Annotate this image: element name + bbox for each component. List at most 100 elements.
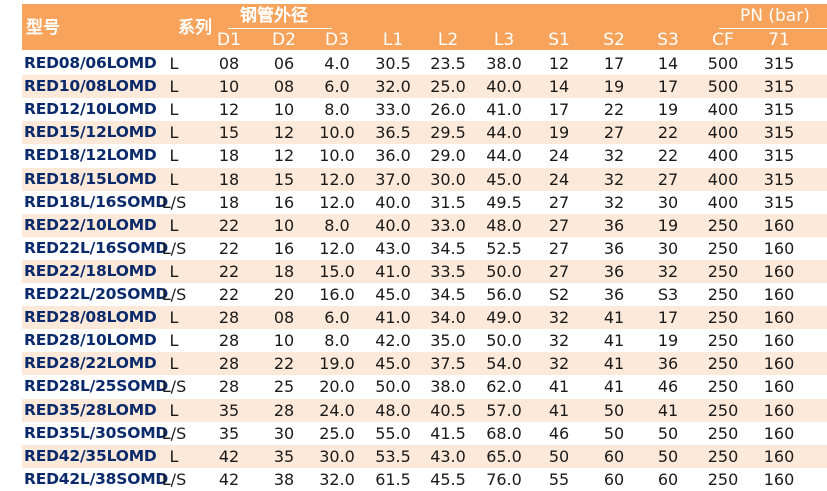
model-cell: RED12/10LOMD — [24, 100, 157, 119]
cell-p71: 315 — [763, 54, 795, 73]
series-cell: L — [169, 169, 179, 189]
cell-s3: 22 — [657, 146, 679, 166]
cell-l3: 52.5 — [486, 238, 522, 258]
cell-d1: 08 — [218, 54, 240, 73]
series-cell: L — [169, 331, 179, 351]
cell-cf: 250 — [707, 423, 739, 443]
cell-l3: 48.0 — [486, 215, 522, 235]
cell-l3: 44.0 — [486, 146, 522, 166]
cell-s3: 19 — [657, 331, 679, 351]
cell-l1: 40.0 — [375, 192, 411, 212]
cell-s2: 32 — [603, 146, 625, 166]
cell-d2: 28 — [273, 400, 295, 420]
cell-d3: 24.0 — [319, 400, 355, 420]
cell-d2: 06 — [273, 54, 295, 73]
header-divider-od — [228, 28, 332, 29]
cell-d1: 28 — [218, 331, 240, 351]
cell-l2: 45.5 — [430, 469, 466, 489]
cell-s3: 30 — [657, 238, 679, 258]
cell-d2: 10 — [273, 331, 295, 351]
cell-l1: 45.0 — [375, 285, 411, 304]
cell-d2: 12 — [273, 146, 295, 166]
column-header-d1: D1 — [217, 30, 241, 50]
cell-d3: 12.0 — [319, 169, 355, 189]
cell-cf: 400 — [707, 100, 739, 120]
table-row: RED15/12LOMD L 15 12 10.0 36.5 29.5 44.0 19 27 22 4… — [22, 121, 827, 145]
cell-d3: 25.0 — [319, 423, 355, 443]
cell-l2: 30.0 — [430, 169, 466, 189]
cell-d2: 38 — [273, 469, 295, 489]
cell-s3: 17 — [657, 308, 679, 328]
model-cell: RED18/12LOMD — [24, 146, 157, 165]
cell-d3: 6.0 — [324, 77, 350, 97]
model-cell: RED10/08LOMD — [24, 77, 157, 96]
cell-s3: 19 — [657, 100, 679, 120]
cell-s2: 22 — [603, 100, 625, 120]
cell-l1: 33.0 — [375, 100, 411, 120]
cell-d1: 18 — [218, 192, 240, 212]
cell-s2: 36 — [603, 238, 625, 258]
cell-l1: 45.0 — [375, 354, 411, 374]
cell-p71: 315 — [763, 77, 795, 97]
table-header: 型号 系列 钢管外径 PN (bar) D1 D2 D3 L1 L2 L3 S1 S2 S3 CF… — [22, 4, 827, 50]
column-header-l2: L2 — [437, 30, 459, 50]
cell-s3: 14 — [657, 54, 679, 73]
cell-s2: 41 — [603, 354, 625, 374]
cell-s1: 27 — [548, 215, 570, 235]
cell-s1: 32 — [548, 308, 570, 328]
model-cell: RED18L/16SOMD — [24, 192, 169, 211]
cell-d3: 16.0 — [319, 285, 355, 304]
cell-s2: 36 — [603, 285, 625, 304]
cell-d3: 12.0 — [319, 192, 355, 212]
model-cell: RED28/08LOMD — [24, 308, 157, 327]
cell-s3: 22 — [657, 123, 679, 143]
cell-d2: 12 — [273, 123, 295, 143]
cell-d2: 20 — [273, 285, 295, 304]
cell-d1: 22 — [218, 261, 240, 281]
cell-l2: 34.5 — [430, 238, 466, 258]
cell-l1: 48.0 — [375, 400, 411, 420]
series-cell: L — [169, 146, 179, 166]
cell-s3: 50 — [657, 446, 679, 466]
header-pn: PN (bar) — [740, 6, 810, 26]
cell-d2: 22 — [273, 354, 295, 374]
cell-cf: 250 — [707, 285, 739, 304]
cell-p71: 160 — [763, 354, 795, 374]
cell-l1: 36.0 — [375, 146, 411, 166]
model-cell: RED08/06LOMD — [24, 54, 157, 72]
cell-s1: 46 — [548, 423, 570, 443]
cell-cf: 250 — [707, 331, 739, 351]
cell-s3: 19 — [657, 215, 679, 235]
series-cell: L — [169, 446, 179, 466]
cell-p71: 315 — [763, 169, 795, 189]
model-cell: RED22L/16SOMD — [24, 238, 169, 257]
cell-d1: 28 — [218, 354, 240, 374]
table-row: RED22L/16SOMD L/S 22 16 12.0 43.0 34.5 52.5 27 36… — [22, 236, 827, 260]
cell-d2: 35 — [273, 446, 295, 466]
column-header-l1: L1 — [382, 30, 404, 50]
cell-p71: 315 — [763, 192, 795, 212]
table-row: RED35L/30SOMD L/S 35 30 25.0 55.0 41.5 68.0 46 50… — [22, 421, 827, 445]
column-header-s1: S1 — [548, 30, 570, 50]
cell-s2: 50 — [603, 423, 625, 443]
cell-l1: 43.0 — [375, 238, 411, 258]
cell-s3: 27 — [657, 169, 679, 189]
cell-l3: 56.0 — [486, 285, 522, 304]
header-model: 型号 — [26, 18, 60, 38]
cell-d1: 22 — [218, 215, 240, 235]
cell-s2: 36 — [603, 261, 625, 281]
cell-l3: 62.0 — [486, 377, 522, 397]
cell-cf: 400 — [707, 123, 739, 143]
cell-l2: 33.5 — [430, 261, 466, 281]
cell-d3: 8.0 — [324, 215, 350, 235]
cell-s2: 32 — [603, 169, 625, 189]
cell-d1: 35 — [218, 400, 240, 420]
cell-l3: 65.0 — [486, 446, 522, 466]
cell-s2: 50 — [603, 400, 625, 420]
cell-d2: 10 — [273, 100, 295, 120]
column-header-cf: CF — [712, 30, 734, 50]
cell-l3: 50.0 — [486, 331, 522, 351]
cell-s1: 24 — [548, 169, 570, 189]
cell-d2: 25 — [273, 377, 295, 397]
